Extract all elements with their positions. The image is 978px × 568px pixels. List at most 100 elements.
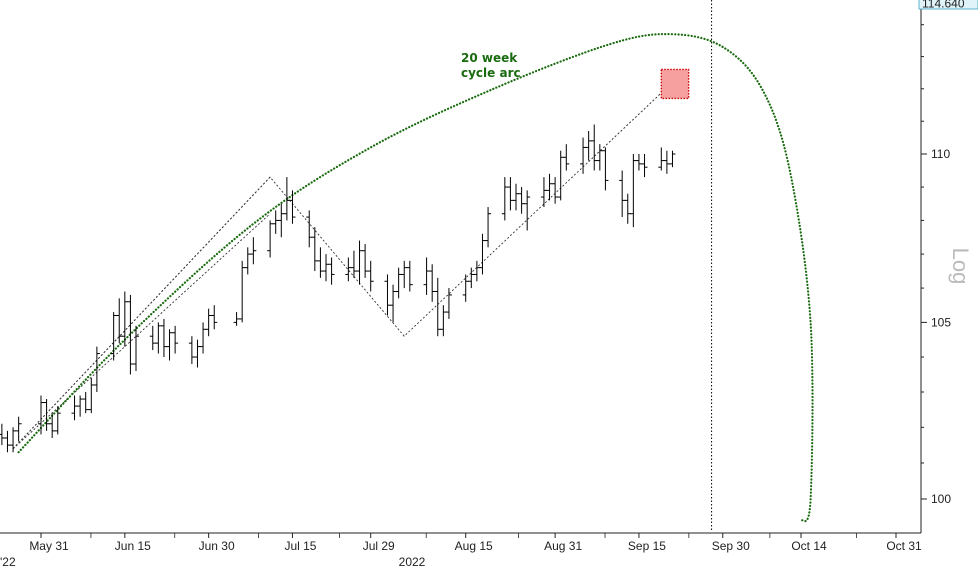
ohlc-bar: [658, 147, 665, 171]
ohlc-bar: [82, 392, 89, 414]
ohlc-bar: [585, 131, 592, 161]
ohlc-bar: [635, 154, 642, 171]
ohlc-bar: [127, 294, 134, 375]
ohlc-bar: [468, 267, 475, 289]
ohlc-bar: [155, 322, 162, 354]
ohlc-bar: [440, 305, 447, 337]
x-tick-label: Jul 15: [284, 539, 316, 553]
ohlc-bar: [345, 257, 352, 282]
ohlc-bar: [10, 427, 17, 453]
ohlc-bar: [317, 247, 324, 278]
x-tick-label: Oct 31: [886, 539, 922, 553]
x-tick-label: May 31: [29, 539, 69, 553]
ohlc-bar: [71, 395, 78, 421]
target-box-layer: [660, 68, 690, 100]
ohlc-bar: [630, 154, 637, 228]
target-box: [660, 68, 690, 100]
ohlc-bar: [311, 227, 318, 272]
ohlc-bar: [272, 210, 279, 234]
last-price-tag: 114.640: [918, 0, 978, 11]
ohlc-bar: [49, 413, 56, 438]
ohlc-bar: [38, 395, 44, 435]
x-tick-label: Aug 15: [455, 539, 493, 553]
ohlc-bar: [390, 284, 397, 323]
x-tick-label: Sep 30: [712, 539, 750, 553]
ohlc-bar: [77, 395, 84, 417]
ohlc-bar: [501, 177, 508, 221]
ohlc-bar: [15, 416, 22, 442]
x-first-date-fragment: '22: [0, 555, 16, 568]
ohlc-bar: [283, 177, 290, 221]
channel-lines-layer: [12, 81, 673, 450]
ohlc-bar: [479, 233, 486, 275]
x-tick-label: Aug 31: [544, 539, 582, 553]
ohlc-bar: [434, 277, 441, 337]
ohlc-bar: [624, 193, 631, 224]
ohlc-bar: [619, 170, 626, 218]
ohlc-bar: [250, 237, 257, 265]
ohlc-bar: [160, 318, 167, 358]
ohlc-bar: [54, 406, 61, 435]
price-bars-layer: [0, 124, 676, 453]
last-price-tag-box: [918, 0, 978, 10]
ohlc-bar: [384, 274, 391, 316]
annotation-line-1: 20 week: [461, 51, 518, 65]
ohlc-bar: [233, 312, 240, 326]
ohlc-bar: [200, 322, 207, 354]
cycle-arc-layer: [17, 32, 814, 523]
ohlc-bar: [350, 250, 357, 278]
ohlc-bar: [462, 274, 469, 302]
channel-upper-line: [12, 176, 271, 450]
ohlc-bar: [289, 190, 296, 224]
x-tick-label: Oct 14: [791, 539, 827, 553]
ohlc-bar: [552, 177, 559, 204]
ohlc-bar: [194, 339, 201, 368]
ohlc-bar: [149, 325, 156, 351]
ohlc-bar: [473, 260, 480, 282]
ohlc-bar: [110, 312, 117, 361]
last-price-label: 114.640: [922, 0, 965, 11]
ohlc-bar: [116, 298, 123, 344]
ohlc-bar: [546, 173, 553, 201]
ohlc-bar: [121, 291, 128, 347]
ohlc-bar: [166, 329, 173, 361]
ohlc-bar: [406, 260, 413, 292]
ohlc-bar: [445, 288, 452, 319]
ohlc-bar: [0, 423, 5, 446]
ohlc-bar: [557, 150, 564, 201]
ohlc-bar: [4, 430, 11, 453]
ohlc-bar: [205, 308, 212, 337]
ohlc-bar: [93, 346, 100, 393]
ohlc-bar: [172, 325, 179, 354]
ohlc-bar: [518, 187, 525, 214]
channel-line: [12, 81, 673, 450]
x-year-label: 2022: [399, 555, 426, 568]
x-tick-label: Jun 15: [115, 539, 151, 553]
ohlc-bar: [356, 240, 363, 285]
ohlc-bar: [244, 247, 251, 275]
y-tick-label: 110: [931, 147, 950, 161]
ohlc-bar: [540, 177, 547, 208]
ohlc-bar: [188, 336, 195, 364]
annotation-line-2: cycle arc: [461, 66, 521, 80]
ohlc-bar: [663, 150, 670, 174]
ohlc-bar: [580, 137, 587, 174]
ohlc-bar: [591, 124, 598, 171]
ohlc-bar: [485, 207, 492, 248]
y-tick-label: 105: [931, 315, 951, 329]
channel-lower-line: [12, 213, 271, 450]
ohlc-bar: [367, 260, 374, 292]
ohlc-bar: [211, 305, 218, 330]
cycle-arc: [17, 32, 814, 523]
ohlc-bar: [507, 177, 514, 211]
ohlc-bar: [513, 183, 519, 211]
ohlc-bar: [328, 257, 335, 285]
y-axis-label: Log: [948, 248, 973, 285]
ohlc-bar: [563, 144, 570, 171]
ohlc-bar: [43, 399, 50, 431]
ohlc-bar: [278, 203, 285, 238]
ohlc-bar: [395, 267, 402, 299]
ohlc-bar: [362, 243, 369, 278]
